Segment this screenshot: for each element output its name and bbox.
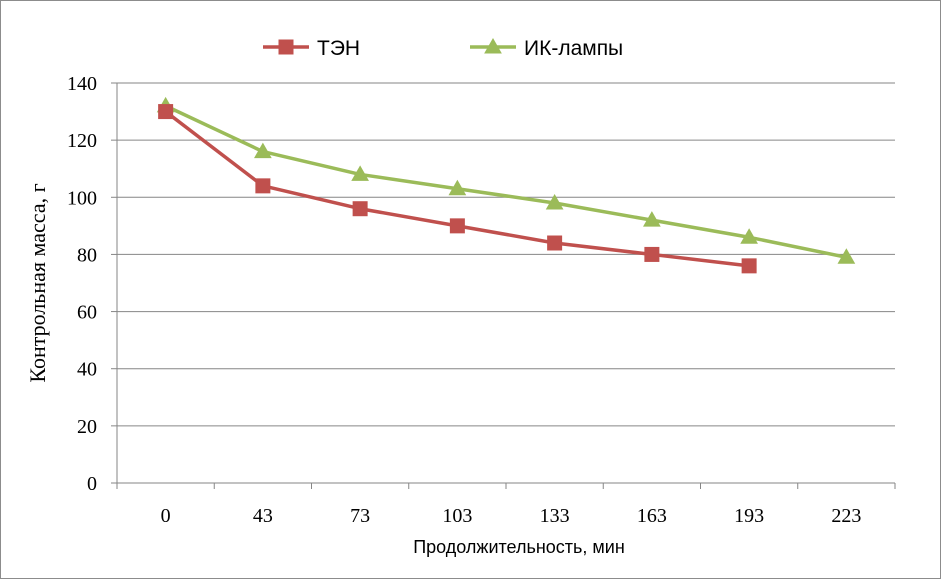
y-tick-label-20: 20 <box>77 416 97 438</box>
gridlines <box>117 82 895 427</box>
x-tick-label-103: 103 <box>442 505 472 527</box>
y-tick-labels: 0 20 40 60 80 100 120 140 <box>67 73 97 495</box>
data-point-s1-103 <box>448 179 467 196</box>
data-point-s0-73 <box>352 201 368 217</box>
data-point-s0-103 <box>449 218 465 234</box>
data-point-s1-73 <box>351 165 369 181</box>
legend-label-0: ТЭН <box>317 37 360 60</box>
y-tick-label-80: 80 <box>77 244 97 266</box>
x-tick-label-133: 133 <box>540 505 570 527</box>
data-point-s0-133 <box>547 235 563 251</box>
x-tick-label-73: 73 <box>350 505 370 527</box>
x-tick-label-163: 163 <box>637 505 667 527</box>
x-tick-label-43: 43 <box>253 505 273 527</box>
axes <box>111 82 896 489</box>
legend: ТЭН ИК-лампы <box>263 37 623 60</box>
data-point-s1-133 <box>545 193 564 210</box>
x-tick-labels: 0 43 73 103 133 163 193 223 <box>161 505 862 527</box>
series-lines <box>156 96 856 274</box>
y-tick-label-40: 40 <box>77 359 97 381</box>
y-tick-label-60: 60 <box>77 302 97 324</box>
x-axis-title: Продолжительность, мин <box>413 537 625 557</box>
y-tick-label-140: 140 <box>67 73 97 95</box>
y-tick-label-100: 100 <box>67 187 97 209</box>
data-point-s0-193 <box>741 258 757 274</box>
data-point-s1-163 <box>643 211 661 227</box>
legend-marker-0 <box>278 39 294 55</box>
series-line-1 <box>164 104 847 259</box>
data-point-s0-43 <box>255 178 271 194</box>
data-point-s0-163 <box>644 246 660 262</box>
x-tick-label-0: 0 <box>161 505 171 527</box>
data-point-s1-223 <box>837 248 856 264</box>
y-tick-label-0: 0 <box>87 473 97 495</box>
data-point-s1-43 <box>254 142 272 159</box>
legend-marker-1 <box>484 37 502 54</box>
y-axis-title: Контрольная масса, г <box>25 183 50 382</box>
legend-label-1: ИК-лампы <box>524 37 623 60</box>
data-point-s1-193 <box>740 228 758 244</box>
x-tick-label-223: 223 <box>831 505 861 527</box>
x-tick-label-193: 193 <box>734 505 764 527</box>
y-tick-label-120: 120 <box>67 130 97 152</box>
data-point-s0-0 <box>158 104 174 120</box>
